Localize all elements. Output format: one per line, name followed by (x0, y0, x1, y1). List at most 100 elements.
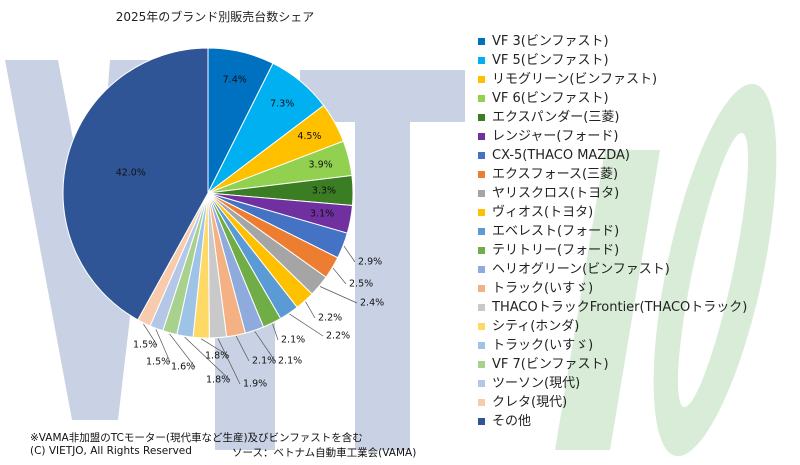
legend-label: トラック(いすゞ) (492, 281, 594, 296)
legend-label: ヘリオグリーン(ビンファスト) (492, 262, 670, 277)
legend-item-19: ツーソン(現代) (478, 374, 747, 393)
legend-swatch (478, 38, 485, 45)
legend-item-15: THACOトラックFrontier(THACOトラック) (478, 298, 747, 317)
legend-item-6: レンジャー(フォード) (478, 127, 747, 146)
legend-item-13: ヘリオグリーン(ビンファスト) (478, 260, 747, 279)
leader-line-10 (305, 301, 316, 319)
legend-swatch (478, 209, 485, 216)
legend-item-12: テリトリー(フォード) (478, 241, 747, 260)
copyright: (C) VIETJO, All Rights Reserved (30, 445, 192, 457)
legend-swatch (478, 304, 485, 311)
legend-item-20: クレタ(現代) (478, 393, 747, 412)
legend-swatch (478, 380, 485, 387)
legend-label: VF 6(ビンファスト) (492, 91, 609, 106)
data-label-2: 7.3% (270, 98, 294, 109)
legend-label: ヴィオス(トヨタ) (492, 205, 594, 220)
legend-item-4: VF 6(ビンファスト) (478, 89, 747, 108)
legend-label: クレタ(現代) (492, 395, 568, 410)
legend-swatch (478, 266, 485, 273)
legend-label: エクスフォース(三菱) (492, 167, 619, 182)
legend-label: THACOトラックFrontier(THACOトラック) (492, 300, 748, 315)
leader-line-11 (289, 313, 324, 337)
legend-item-2: VF 5(ビンファスト) (478, 51, 747, 70)
footnote: ※VAMA非加盟のTCモーター(現代車など生産)及びビンファストを含む (30, 432, 363, 444)
source-note: ソース：ベトナム自動車工業会(VAMA) (232, 447, 417, 459)
leader-line-8 (332, 267, 347, 285)
legend-swatch (478, 171, 485, 178)
data-label-17: 1.8% (206, 375, 230, 386)
data-label-13: 2.1% (278, 356, 302, 367)
legend-item-11: エベレスト(フォード) (478, 222, 747, 241)
legend-label: エベレスト(フォード) (492, 224, 620, 239)
pie-slice-21 (62, 47, 209, 321)
legend-item-16: シティ(ホンダ) (478, 317, 747, 336)
data-label-16: 1.8% (205, 351, 229, 362)
legend-label: VF 5(ビンファスト) (492, 53, 609, 68)
data-label-14: 2.1% (252, 356, 276, 367)
legend-swatch (478, 399, 485, 406)
data-label-20: 1.5% (133, 340, 157, 351)
legend-label: テリトリー(フォード) (492, 243, 620, 258)
data-label-7: 2.9% (358, 257, 382, 268)
legend-label: リモグリーン(ビンファスト) (492, 72, 658, 87)
data-label-6: 3.1% (310, 209, 334, 220)
data-label-5: 3.3% (312, 186, 336, 197)
leader-line-20 (143, 323, 158, 346)
leader-line-18 (169, 333, 196, 368)
legend-swatch (478, 418, 485, 425)
data-label-21: 42.0% (116, 168, 146, 179)
legend-item-8: エクスフォース(三菱) (478, 165, 747, 184)
legend-swatch (478, 228, 485, 235)
legend-label: ヤリスクロス(トヨタ) (492, 186, 620, 201)
legend-item-1: VF 3(ビンファスト) (478, 32, 747, 51)
data-label-3: 4.5% (297, 131, 321, 142)
leader-line-7 (343, 245, 356, 263)
legend-swatch (478, 342, 485, 349)
chart-title: 2025年のブランド別販売台数シェア (115, 10, 315, 24)
data-label-15: 1.9% (243, 379, 267, 390)
legend-item-21: その他 (478, 412, 747, 431)
leader-line-16 (200, 338, 230, 357)
data-label-4: 3.9% (309, 160, 333, 171)
legend-label: VF 7(ビンファスト) (492, 357, 609, 372)
legend-label: エクスパンダー(三菱) (492, 110, 620, 125)
legend-swatch (478, 247, 485, 254)
pie-chart: 7.4% 7.3% 4.5% 3.9% 3.3% 3.1% 2.9% 2.5% 2.4% 2.2%… (62, 47, 384, 390)
legend-item-17: トラック(いすゞ) (478, 336, 747, 355)
leader-line-17 (184, 336, 231, 381)
legend-item-5: エクスパンダー(三菱) (478, 108, 747, 127)
data-label-10: 2.2% (318, 313, 342, 324)
legend-item-18: VF 7(ビンファスト) (478, 355, 747, 374)
legend-swatch (478, 114, 485, 121)
legend-item-14: トラック(いすゞ) (478, 279, 747, 298)
leader-line-19 (155, 329, 171, 363)
legend-swatch (478, 152, 485, 159)
legend-label: トラック(いすゞ) (492, 338, 594, 353)
legend-item-10: ヴィオス(トヨタ) (478, 203, 747, 222)
legend-item-3: リモグリーン(ビンファスト) (478, 70, 747, 89)
data-label-1: 7.4% (223, 75, 247, 86)
legend-item-9: ヤリスクロス(トヨタ) (478, 184, 747, 203)
legend: VF 3(ビンファスト) VF 5(ビンファスト) リモグリーン(ビンファスト) VF… (478, 32, 747, 431)
data-label-11: 2.2% (326, 331, 350, 342)
legend-item-7: CX-5(THACO MAZDA) (478, 146, 747, 165)
legend-label: レンジャー(フォード) (492, 129, 619, 144)
legend-swatch (478, 361, 485, 368)
data-label-9: 2.4% (360, 298, 384, 309)
legend-label: その他 (492, 414, 532, 429)
legend-swatch (478, 95, 485, 102)
legend-swatch (478, 57, 485, 64)
legend-swatch (478, 76, 485, 83)
leader-line-14 (235, 336, 250, 362)
data-label-19: 1.5% (146, 357, 170, 368)
legend-swatch (478, 285, 485, 292)
data-label-8: 2.5% (349, 279, 373, 290)
leader-line-13 (254, 331, 276, 362)
legend-label: VF 3(ビンファスト) (492, 34, 609, 49)
legend-swatch (478, 133, 485, 140)
legend-swatch (478, 190, 485, 197)
legend-swatch (478, 323, 485, 330)
data-label-12: 2.1% (281, 335, 305, 346)
leader-line-9 (319, 286, 358, 304)
leader-line-15 (217, 338, 241, 385)
